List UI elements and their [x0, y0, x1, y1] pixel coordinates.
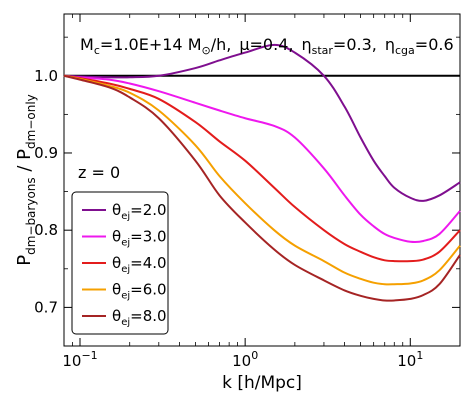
legend-symbol: θ: [112, 307, 121, 325]
x-tick-label-base: 10: [232, 352, 251, 370]
legend-value: =2.0: [130, 201, 166, 219]
legend-symbol-sub: ej: [121, 291, 130, 302]
legend-label: θej=3.0: [112, 228, 167, 249]
series-line: [63, 74, 461, 244]
y-tick-label: 0.9: [34, 144, 58, 162]
legend-symbol: θ: [112, 228, 121, 246]
series-layer: [63, 43, 461, 302]
y-tick-label: 1.0: [34, 67, 58, 85]
legend-symbol-sub: ej: [121, 264, 130, 275]
y-axis-label: Pdm−baryons / Pdm−only: [14, 94, 38, 266]
legend-value: =8.0: [130, 307, 166, 325]
legend-value: =6.0: [130, 281, 166, 299]
legend-symbol-sub: ej: [121, 238, 130, 249]
x-axis-label: k [h/Mpc]: [222, 373, 302, 393]
x-tick-label-exp: −1: [81, 349, 97, 362]
legend-symbol: θ: [112, 281, 121, 299]
legend-value: =3.0: [130, 228, 166, 246]
legend-symbol: θ: [112, 201, 121, 219]
y-tick-label: 0.8: [34, 221, 58, 239]
x-tick-label-exp: 1: [416, 349, 423, 362]
legend-value: =4.0: [130, 254, 166, 272]
x-tick-label: 10−1: [62, 349, 97, 370]
legend-label: θej=4.0: [112, 254, 167, 275]
legend-symbol-sub: ej: [121, 317, 130, 328]
redshift-annotation: z = 0: [78, 163, 120, 182]
legend-label: θej=2.0: [112, 201, 167, 222]
y-tick-label: 0.7: [34, 298, 58, 316]
legend-label: θej=8.0: [112, 307, 167, 328]
x-tick-label: 100: [232, 349, 258, 370]
series-line: [63, 74, 461, 286]
legend-box: [71, 191, 169, 335]
series-line: [63, 43, 461, 202]
x-tick-label-exp: 0: [251, 349, 258, 362]
legend-symbol: θ: [112, 254, 121, 272]
x-tick-label-base: 10: [62, 352, 81, 370]
series-line: [63, 74, 461, 302]
x-tick-label-base: 10: [397, 352, 416, 370]
legend-symbol-sub: ej: [121, 211, 130, 222]
x-tick-label: 101: [397, 349, 423, 370]
legend-label: θej=6.0: [112, 281, 167, 302]
series-line: [63, 74, 461, 263]
params-annotation: Mc=1.0E+14 M⊙/h, μ=0.4, ηstar=0.3, ηcga=0.6: [80, 35, 454, 57]
